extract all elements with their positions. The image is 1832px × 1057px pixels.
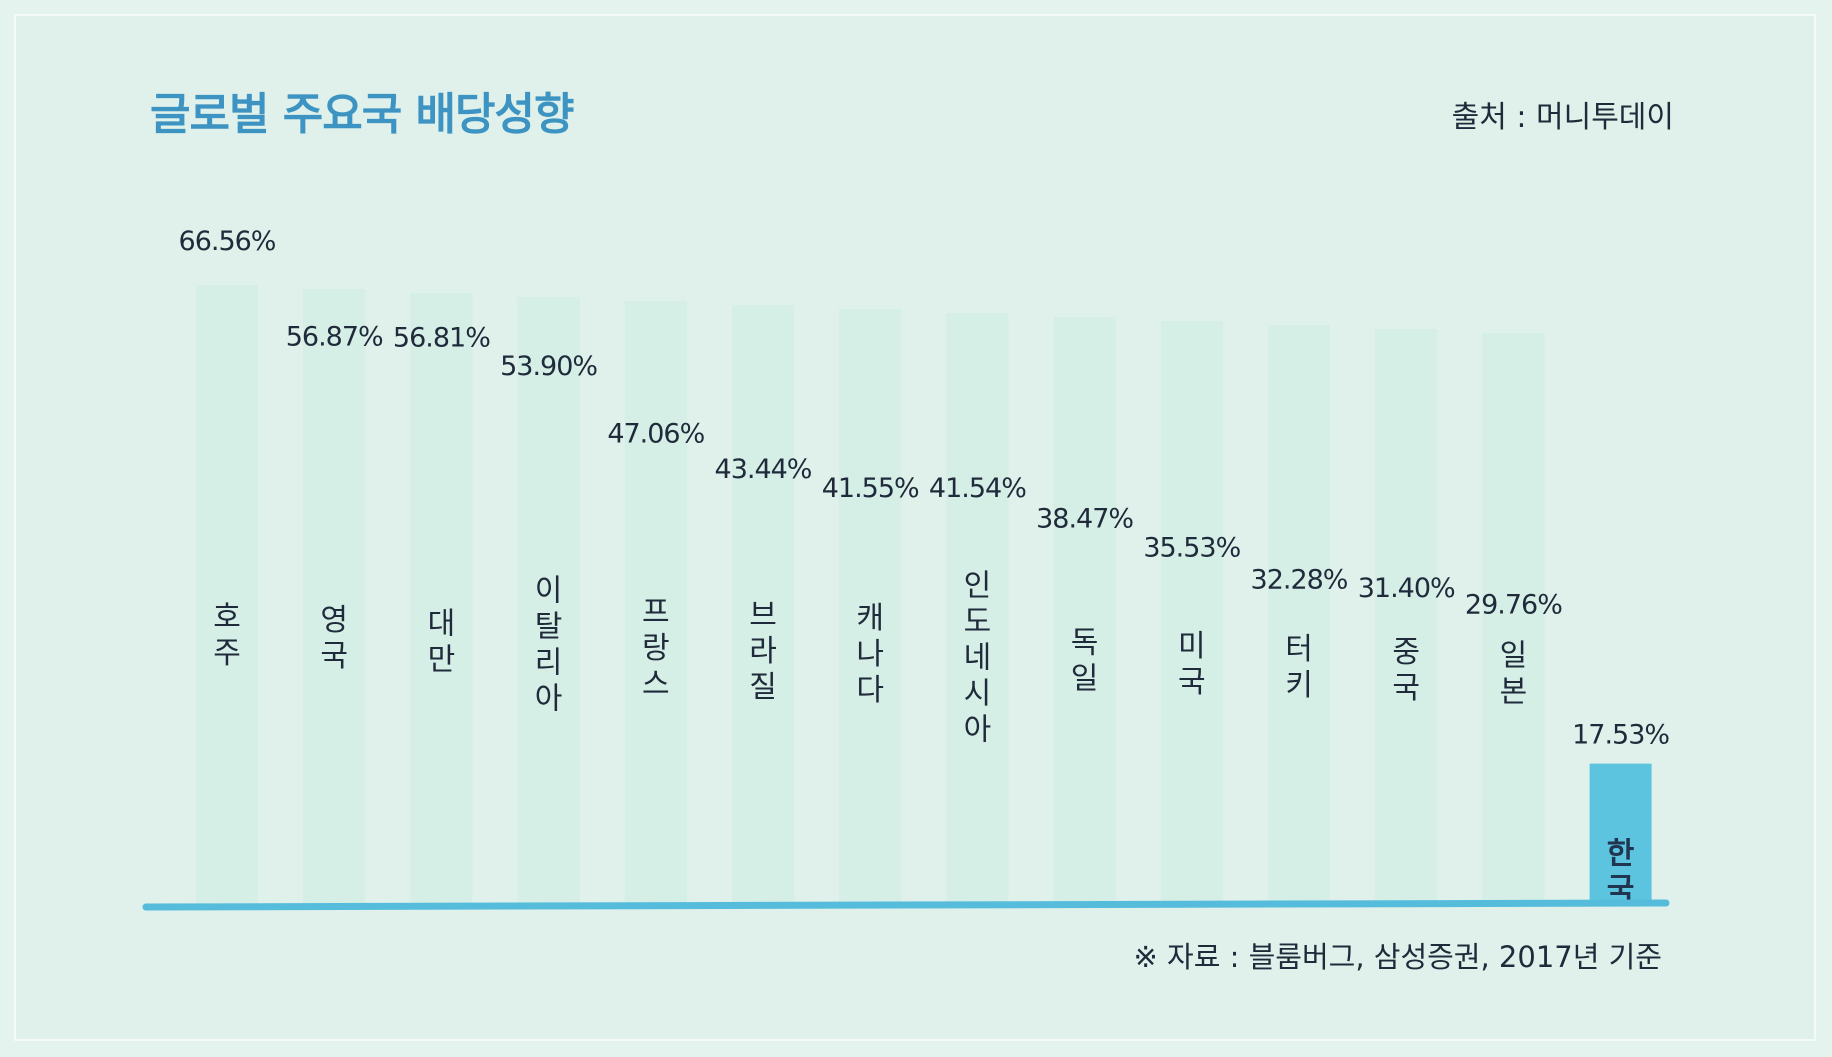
bar-독일 — [1053, 317, 1116, 903]
bar-중국 — [1375, 329, 1438, 903]
bar-프랑스 — [624, 301, 687, 903]
value-label-호주: 66.56% — [179, 226, 276, 257]
bar-일본 — [1482, 333, 1545, 903]
value-label-영국: 56.87% — [286, 322, 383, 353]
bar-미국 — [1160, 321, 1223, 903]
bar-호주 — [196, 285, 258, 903]
bar-캐나다 — [839, 309, 902, 903]
x-axis-baseline — [142, 899, 1670, 911]
bar-인도네시아 — [946, 313, 1009, 903]
bar-브라질 — [732, 305, 794, 903]
value-label-캐나다: 41.55% — [822, 473, 919, 504]
value-label-독일: 38.47% — [1036, 503, 1133, 534]
value-label-일본: 29.76% — [1465, 589, 1562, 620]
data-footnote: ※ 자료 : 블룸버그, 삼성증권, 2017년 기준 — [1133, 940, 1662, 974]
bar-대만 — [410, 293, 473, 903]
value-label-인도네시아: 41.54% — [929, 473, 1026, 504]
value-label-터키: 32.28% — [1251, 564, 1348, 595]
value-label-중국: 31.40% — [1358, 573, 1455, 604]
value-label-이탈리아: 53.90% — [500, 351, 597, 382]
bar-터키 — [1268, 325, 1330, 903]
chart-title: 글로벌 주요국 배당성향 — [150, 89, 574, 140]
source-credit: 출처 : 머니투데이 — [1451, 100, 1674, 135]
value-label-미국: 35.53% — [1143, 532, 1240, 563]
value-label-한국: 17.53% — [1572, 720, 1669, 751]
bar-한국-highlight — [1589, 763, 1652, 903]
value-label-대만: 56.81% — [393, 322, 490, 353]
bar-이탈리아 — [517, 297, 580, 903]
value-label-프랑스: 47.06% — [607, 419, 704, 450]
value-label-브라질: 43.44% — [715, 454, 812, 485]
bar-영국 — [303, 289, 366, 903]
